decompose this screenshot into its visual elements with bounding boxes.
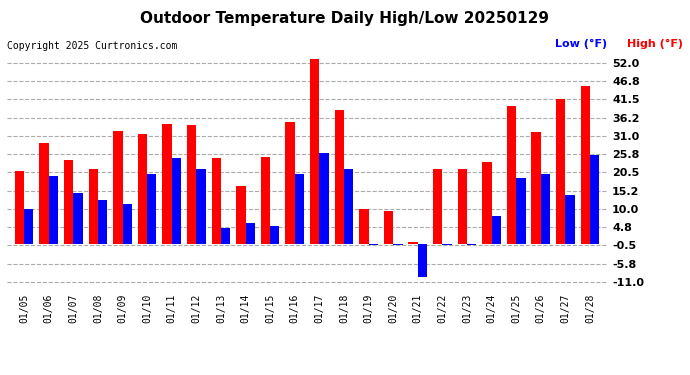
Bar [123,204,132,244]
Bar [467,244,476,245]
Bar [491,216,501,244]
Bar [565,195,575,244]
Bar [482,162,491,244]
Bar [384,211,393,244]
Bar [417,244,427,277]
Bar [162,124,172,244]
Bar [310,60,319,244]
Bar [531,132,541,244]
Bar [113,130,123,244]
Bar [197,169,206,244]
Bar [64,160,73,244]
Bar [187,126,197,244]
Bar [261,157,270,244]
Bar [286,122,295,244]
Bar [556,99,565,244]
Bar [541,174,550,244]
Bar [212,159,221,244]
Bar [73,193,83,244]
Bar [516,178,526,244]
Bar [359,209,368,244]
Bar [98,200,107,244]
Bar [295,174,304,244]
Bar [393,244,402,245]
Bar [319,153,328,244]
Text: Low (°F): Low (°F) [555,39,607,50]
Bar [590,155,600,244]
Bar [138,134,147,244]
Bar [433,169,442,244]
Bar [172,159,181,244]
Bar [14,171,24,244]
Bar [507,106,516,244]
Text: Outdoor Temperature Daily High/Low 20250129: Outdoor Temperature Daily High/Low 20250… [141,11,549,26]
Bar [580,86,590,244]
Bar [457,169,467,244]
Bar [39,143,49,244]
Bar [270,226,279,244]
Bar [88,169,98,244]
Bar [236,186,246,244]
Bar [408,242,417,244]
Bar [24,209,34,244]
Bar [344,169,353,244]
Bar [147,174,157,244]
Bar [246,223,255,244]
Text: High (°F): High (°F) [627,39,683,50]
Bar [442,244,452,245]
Text: Copyright 2025 Curtronics.com: Copyright 2025 Curtronics.com [7,41,177,51]
Bar [49,176,58,244]
Bar [221,228,230,244]
Bar [368,244,378,245]
Bar [335,110,344,244]
